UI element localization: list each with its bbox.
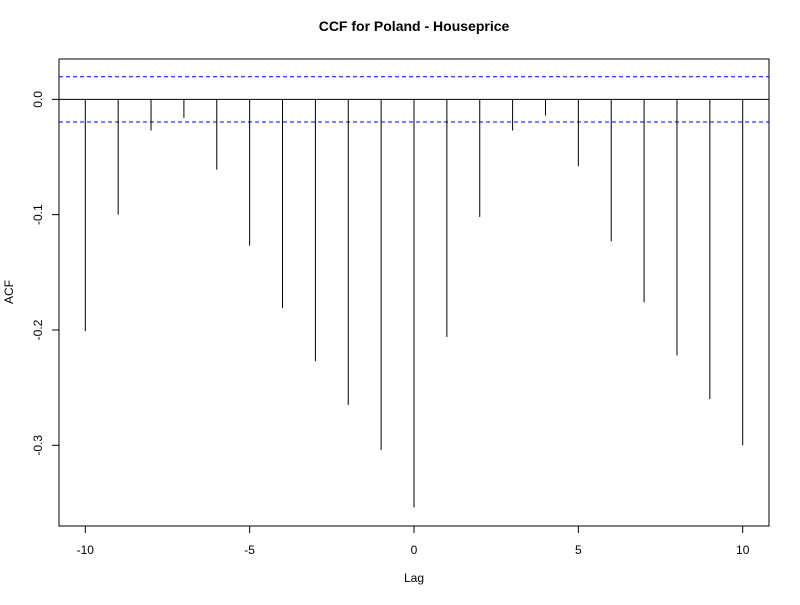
x-tick-label: -10 (77, 543, 95, 557)
y-tick-label: -0.1 (31, 204, 45, 225)
x-axis: -10 -5 0 5 10 (77, 526, 750, 557)
x-tick-label: 0 (411, 543, 418, 557)
confidence-bounds (59, 76, 769, 123)
y-tick-label: -0.2 (31, 319, 45, 340)
y-tick-label: -0.3 (31, 435, 45, 456)
x-axis-label: Lag (404, 571, 424, 585)
y-tick-label: 0.0 (31, 91, 45, 108)
ccf-bars (84, 99, 744, 508)
x-tick-label: 5 (575, 543, 582, 557)
y-axis: -0.3 -0.2 -0.1 0.0 (31, 91, 59, 456)
y-axis-label: ACF (2, 280, 16, 304)
x-tick-label: 10 (736, 543, 750, 557)
x-tick-label: -5 (244, 543, 255, 557)
chart-title: CCF for Poland - Houseprice (319, 18, 510, 34)
